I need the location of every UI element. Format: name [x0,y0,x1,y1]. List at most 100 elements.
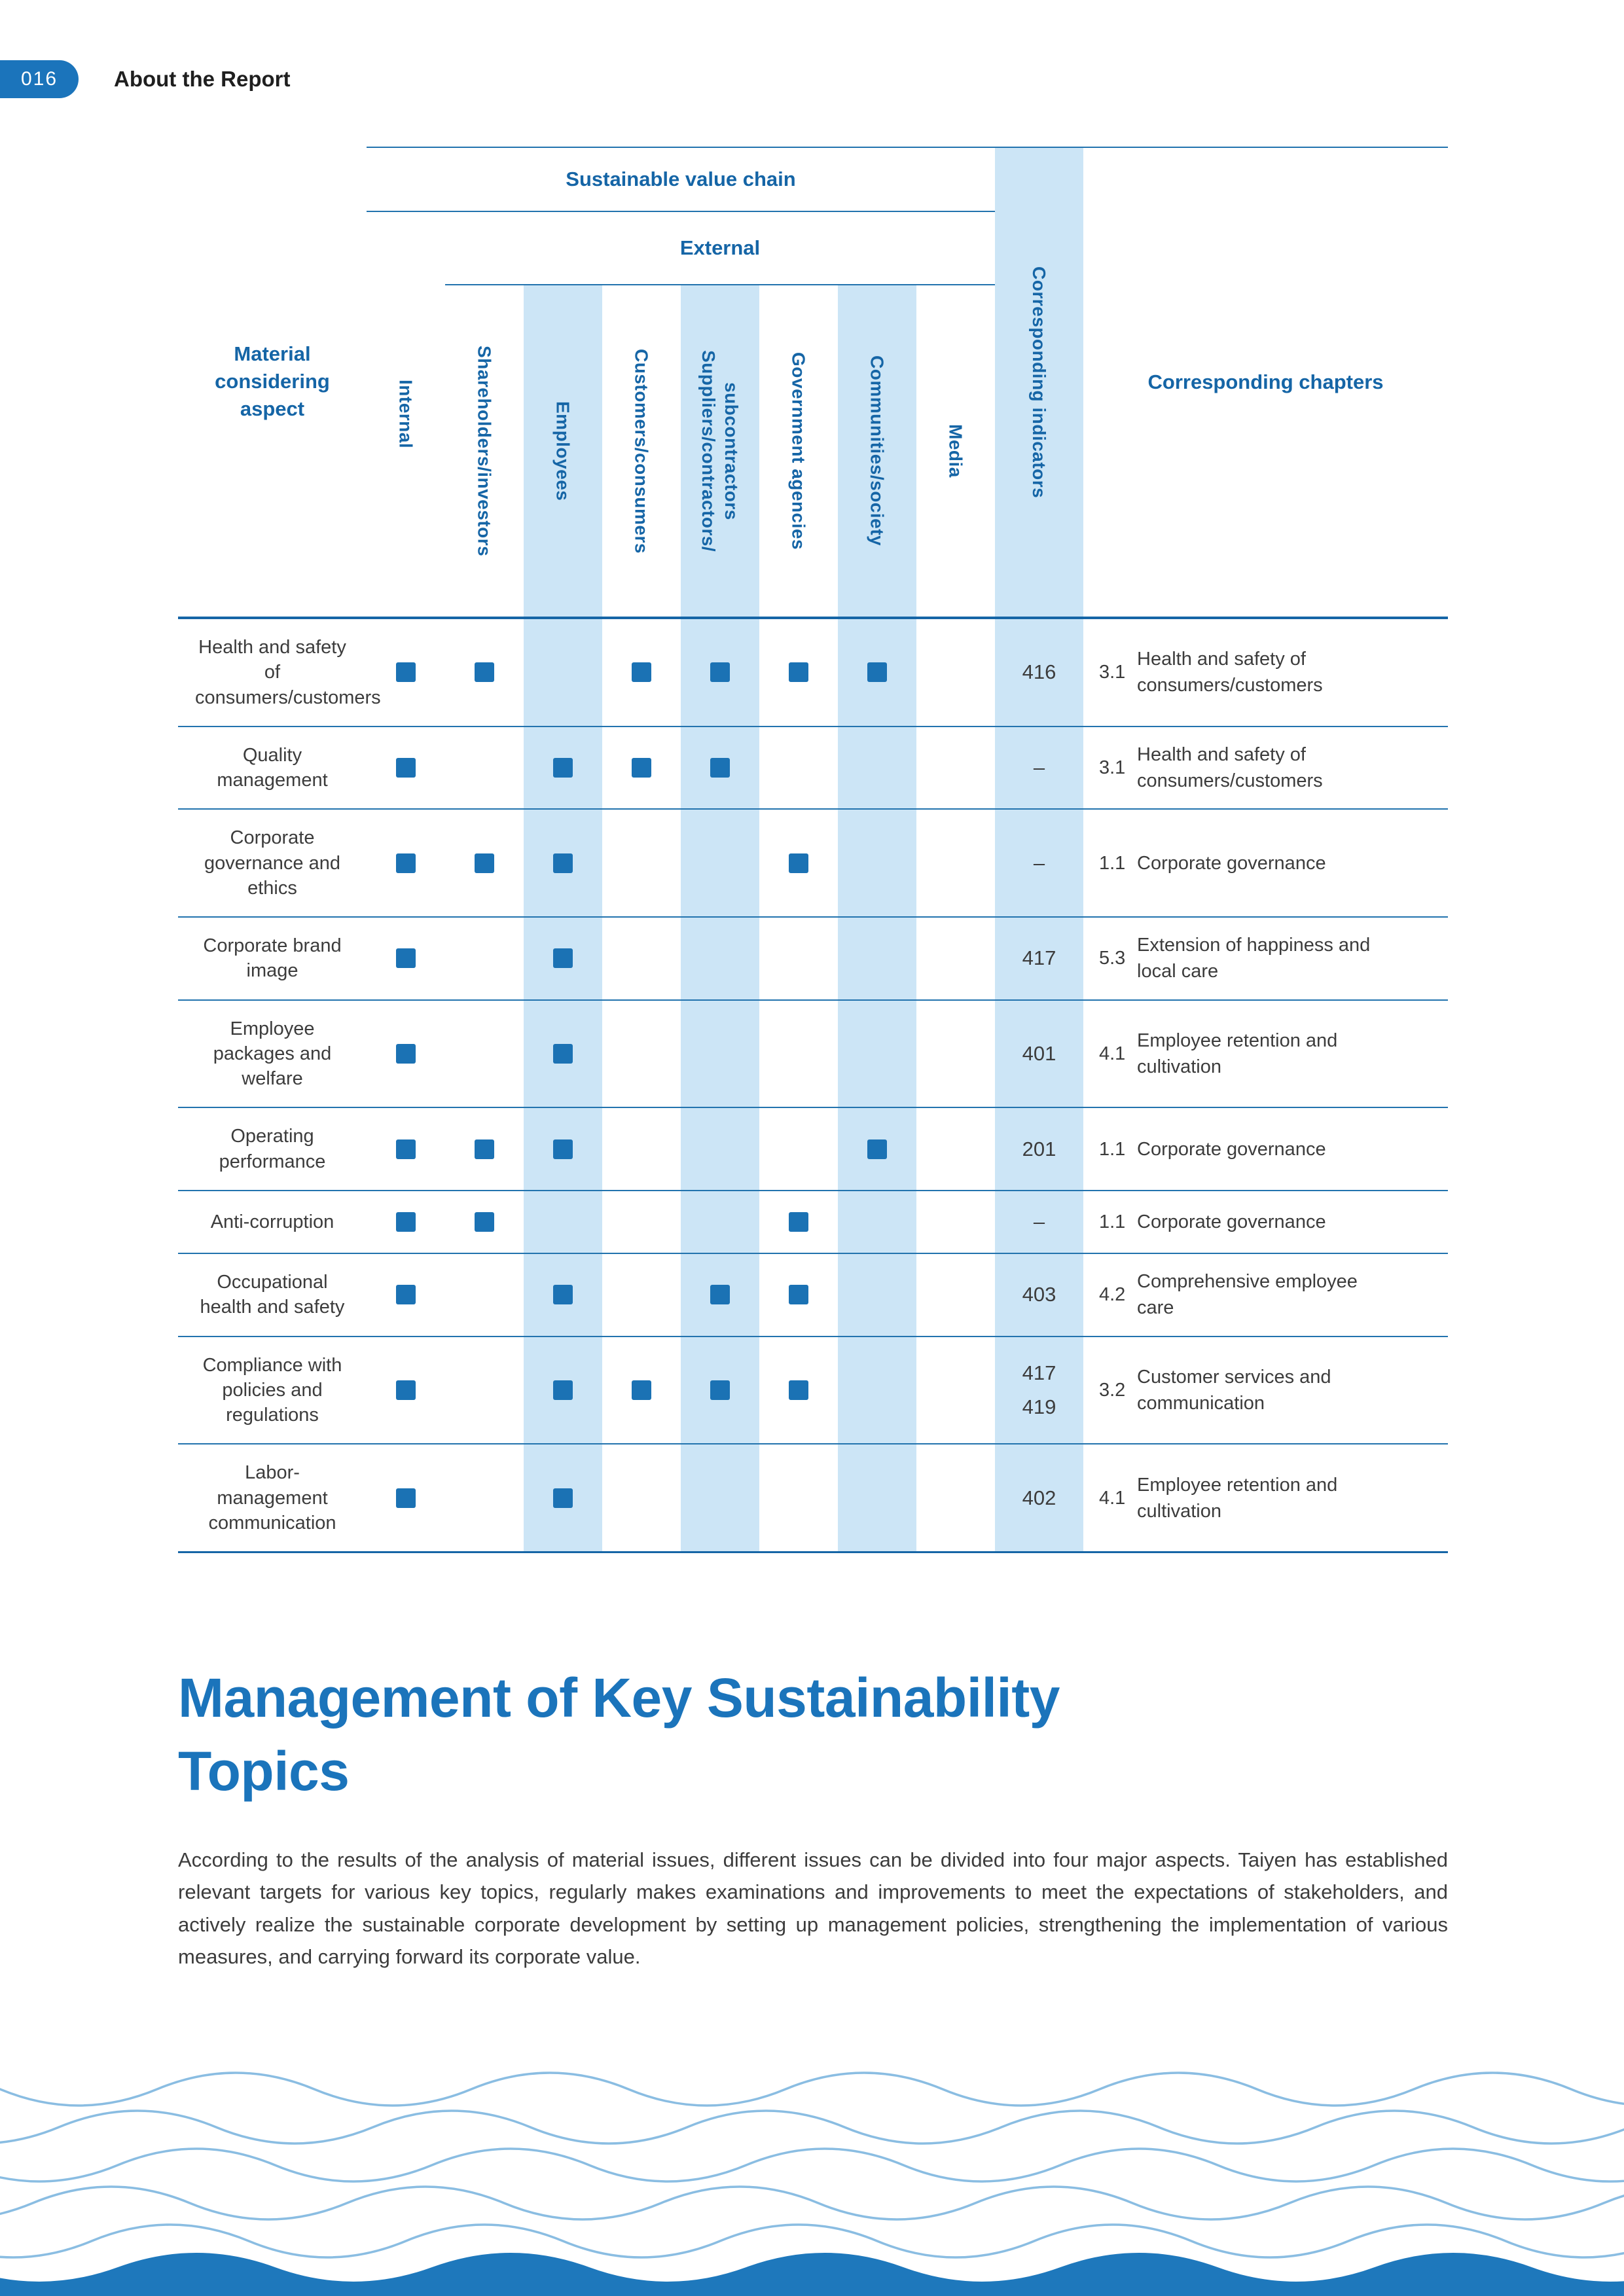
mark-square-icon [396,1139,416,1159]
marks-cells [367,1191,995,1253]
mark-square-icon [553,853,573,873]
chapter-cell: 5.3 Extension of happiness and local car… [1083,918,1448,999]
indicator-value: 403 [1022,1283,1056,1306]
aspect-label: Labor-management communication [208,1462,336,1534]
stakeholder-mark-cell [367,918,445,999]
stakeholder-mark-cell [681,1336,759,1444]
mark-square-icon [396,1211,416,1232]
stakeholder-mark-cell [916,1001,995,1107]
aspect-cell: Employee packages and welfare [178,1001,367,1107]
mark-square-icon [553,758,573,778]
indicator-value: 401 [1022,1042,1056,1066]
mark-square-icon [553,1380,573,1400]
indicator-cell: 417 [995,918,1083,999]
marks-cells [367,1000,995,1107]
marks-cells [367,810,995,917]
stakeholder-mark-cell [681,1444,759,1552]
chapters-header: Corresponding chapters [1083,147,1448,617]
indicator-cell: 416 [995,619,1083,726]
stakeholder-mark-cell [759,1191,838,1253]
page-header: 016 About the Report [0,0,1624,98]
stakeholder-header-label: Customers/consumers [631,348,652,554]
section-title: About the Report [114,67,291,91]
aspect-cell: Compliance with policies and regulations [178,1337,367,1444]
materiality-table: Material considering aspect Sustainable … [178,147,1448,1554]
stakeholder-mark-cell [445,1444,524,1551]
stakeholder-mark-cell [524,619,602,726]
indicator-value: – [1033,756,1045,780]
stakeholder-mark-cell [759,810,838,916]
aspect-cell: Labor-management communication [178,1444,367,1551]
table-row: Labor-management communication 402 4.1 E… [178,1443,1448,1552]
mark-square-icon [632,758,651,778]
mark-square-icon [475,662,494,683]
indicator-cell: 402 [995,1444,1083,1552]
stakeholder-mark-cell [524,918,602,999]
chapter-title: Corporate governance [1137,1138,1326,1160]
chapter-cell: 4.1 Employee retention and cultivation [1083,1001,1448,1107]
mark-square-icon [553,1139,573,1159]
indicator-value: – [1033,1210,1045,1233]
stakeholder-mark-cell [602,918,681,999]
chapter-title: Health and safety of consumers/customers [1137,649,1323,696]
mark-square-icon [396,853,416,873]
stakeholder-mark-cell [759,1254,838,1336]
stakeholder-mark-cell [681,1108,759,1190]
chapter-cell: 3.1 Health and safety of consumers/custo… [1083,727,1448,809]
mark-square-icon [632,1380,651,1400]
indicator-cell: – [995,1191,1083,1253]
stakeholder-mark-cell [916,727,995,809]
mark-square-icon [475,1139,494,1159]
aspect-cell: Anti-corruption [178,1191,367,1253]
chapter-cell: 4.1 Employee retention and cultivation [1083,1444,1448,1551]
stakeholder-header-label: Government agencies [788,351,809,550]
chapter-title: Customer services and communication [1137,1366,1331,1414]
stakeholder-mark-cell [916,1108,995,1190]
marks-cells [367,1336,995,1444]
page-title: Management of Key Sustainability Topics [178,1667,1060,1802]
table-row: Quality management – 3.1 Health and safe… [178,725,1448,809]
stakeholder-mark-cell [445,1108,524,1190]
stakeholder-mark-cell [838,726,916,809]
mark-square-icon [553,1488,573,1508]
indicator-value: – [1033,851,1045,874]
stakeholder-mark-cell [602,1444,681,1551]
value-chain-header-group: Sustainable value chain Internal Externa… [367,147,995,617]
stakeholder-mark-cell [445,619,524,726]
table-row: Corporate governance and ethics – 1.1 Co… [178,808,1448,917]
chapter-ref: 3.1 [1099,662,1126,683]
stakeholder-mark-cell [524,1253,602,1336]
aspect-label: Compliance with policies and regulations [202,1354,342,1426]
external-header-group: External Shareholders/investors Employees… [445,212,995,617]
mark-square-icon [789,1380,808,1400]
mark-square-icon [710,1380,730,1400]
stakeholder-mark-cell [759,619,838,726]
stakeholder-mark-cell [681,1253,759,1336]
stakeholder-mark-cell [445,918,524,999]
mark-square-icon [553,1044,573,1064]
aspect-label: Employee packages and welfare [213,1018,332,1090]
aspect-cell: Health and safety of consumers/customers [178,619,381,726]
stakeholder-mark-cell [367,727,445,809]
chapter-ref: 1.1 [1099,1138,1126,1160]
stakeholder-mark-cell [524,1108,602,1190]
indicator-cell: – [995,726,1083,809]
mark-square-icon [789,1285,808,1305]
chapter-cell: 1.1 Corporate governance [1083,1191,1448,1253]
stakeholder-mark-cell [838,1444,916,1552]
stakeholder-mark-cell [445,1254,524,1336]
mark-square-icon [789,662,808,683]
stakeholder-mark-cell [602,1001,681,1107]
stakeholder-mark-cell [916,1191,995,1253]
stakeholder-header: Shareholders/investors [445,285,524,617]
chapter-ref: 1.1 [1099,852,1126,874]
chapter-cell: 3.2 Customer services and communication [1083,1337,1448,1444]
stakeholder-mark-cell [681,1000,759,1107]
mark-square-icon [710,1285,730,1305]
stakeholder-mark-cell [367,1191,445,1253]
stakeholder-mark-cell [838,1000,916,1107]
indicator-cell: 403 [995,1253,1083,1336]
chapter-title: Extension of happiness and local care [1137,935,1371,982]
mark-square-icon [710,662,730,683]
